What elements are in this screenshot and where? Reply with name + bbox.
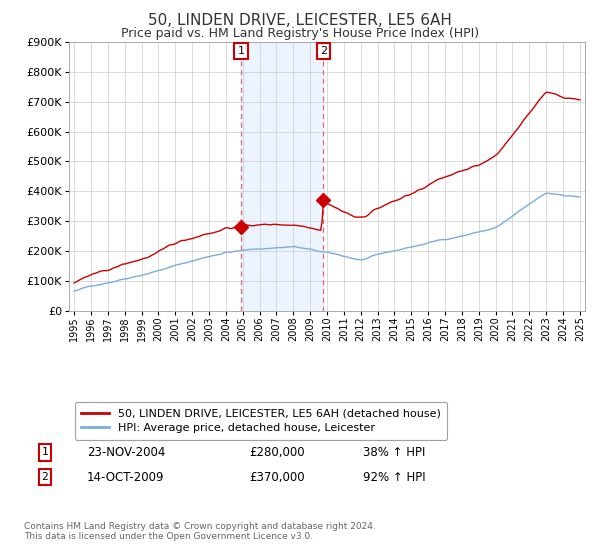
Text: 1: 1	[238, 46, 245, 56]
Text: 2: 2	[41, 472, 49, 482]
Text: 38% ↑ HPI: 38% ↑ HPI	[363, 446, 425, 459]
Text: £370,000: £370,000	[249, 470, 305, 484]
Text: 1: 1	[41, 447, 49, 458]
Text: Contains HM Land Registry data © Crown copyright and database right 2024.
This d: Contains HM Land Registry data © Crown c…	[24, 522, 376, 542]
Text: 50, LINDEN DRIVE, LEICESTER, LE5 6AH: 50, LINDEN DRIVE, LEICESTER, LE5 6AH	[148, 13, 452, 28]
Text: Price paid vs. HM Land Registry's House Price Index (HPI): Price paid vs. HM Land Registry's House …	[121, 27, 479, 40]
Text: 14-OCT-2009: 14-OCT-2009	[87, 470, 164, 484]
Legend: 50, LINDEN DRIVE, LEICESTER, LE5 6AH (detached house), HPI: Average price, detac: 50, LINDEN DRIVE, LEICESTER, LE5 6AH (de…	[74, 402, 448, 440]
Text: 92% ↑ HPI: 92% ↑ HPI	[363, 470, 425, 484]
Bar	[241, 42, 323, 311]
Text: 23-NOV-2004: 23-NOV-2004	[87, 446, 166, 459]
Text: £280,000: £280,000	[249, 446, 305, 459]
Text: 2: 2	[320, 46, 327, 56]
